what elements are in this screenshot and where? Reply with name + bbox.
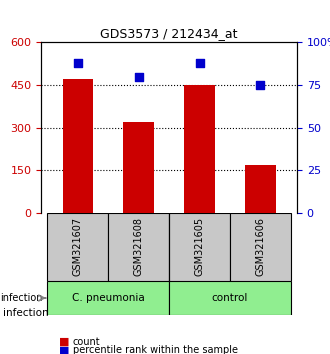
Text: count: count [73,337,100,347]
Bar [123,122,154,213]
Text: GSM321607: GSM321607 [73,217,83,276]
FancyBboxPatch shape [230,213,291,281]
Bar [63,79,93,213]
Point [258,82,263,88]
FancyBboxPatch shape [47,213,108,281]
Text: GSM321605: GSM321605 [195,217,205,276]
Point [197,60,202,66]
Text: control: control [212,293,248,303]
Bar [245,165,276,213]
Text: infection: infection [0,293,43,303]
Point [75,60,81,66]
Point [136,74,141,79]
Title: GDS3573 / 212434_at: GDS3573 / 212434_at [100,27,238,40]
FancyBboxPatch shape [169,281,291,315]
Text: ■: ■ [59,346,70,354]
Text: GSM321606: GSM321606 [255,217,265,276]
Bar [184,85,215,213]
FancyBboxPatch shape [47,281,169,315]
Text: C. pneumonia: C. pneumonia [72,293,145,303]
Text: GSM321608: GSM321608 [134,217,144,276]
Text: percentile rank within the sample: percentile rank within the sample [73,346,238,354]
Text: ■: ■ [59,337,70,347]
FancyBboxPatch shape [169,213,230,281]
FancyBboxPatch shape [108,213,169,281]
Text: infection: infection [3,308,49,318]
